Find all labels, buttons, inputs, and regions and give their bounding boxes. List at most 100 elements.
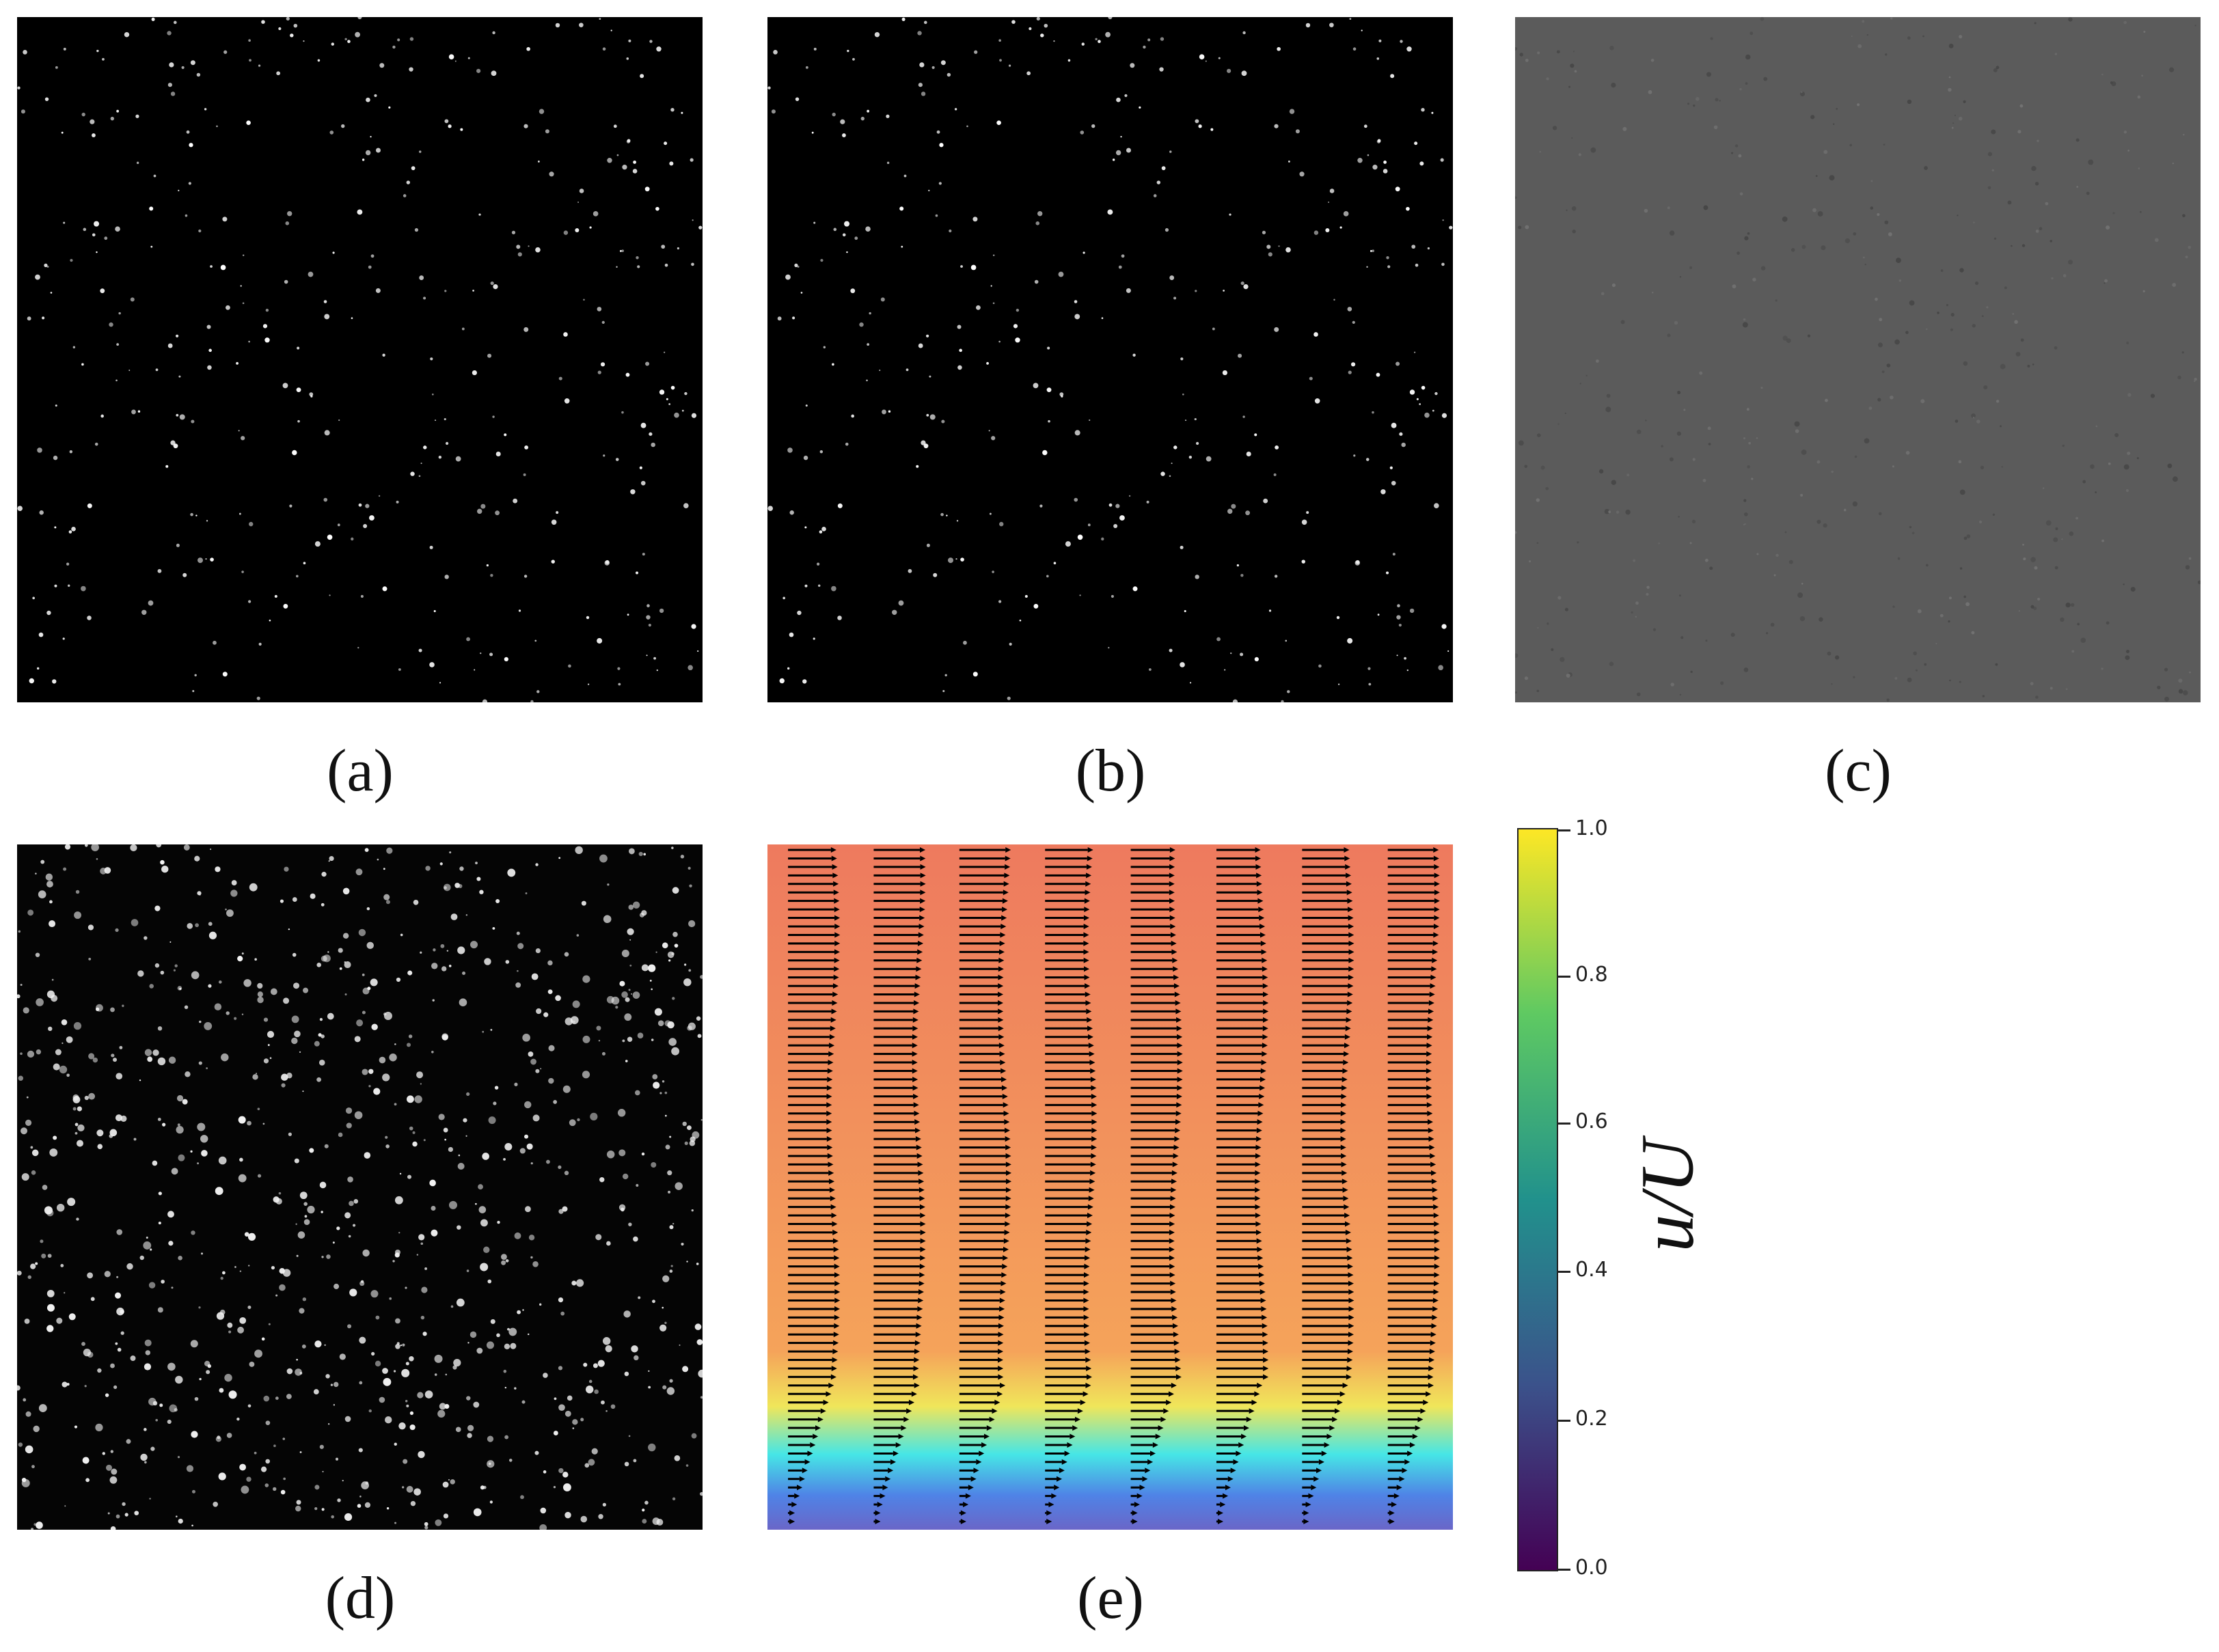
velocity-arrowhead [1171, 1170, 1177, 1176]
velocity-arrowhead [1086, 1365, 1092, 1372]
velocity-arrowhead [1174, 1349, 1180, 1355]
velocity-arrowhead [830, 1374, 836, 1380]
velocity-arrowhead [1084, 1340, 1090, 1346]
velocity-arrowhead [998, 1008, 1004, 1015]
velocity-arrowhead [998, 983, 1004, 989]
velocity-arrowhead [890, 1459, 897, 1465]
velocity-arrowhead [1174, 991, 1180, 997]
velocity-arrowhead [1326, 1433, 1333, 1440]
velocity-arrowhead [880, 1493, 886, 1499]
velocity-arrowhead [1158, 1425, 1164, 1431]
velocity-arrowhead [831, 1008, 837, 1015]
velocity-arrowhead [1341, 1093, 1347, 1099]
velocity-arrowhead [1258, 1263, 1264, 1269]
velocity-arrowhead [1169, 890, 1175, 896]
velocity-arrowhead [973, 1468, 979, 1474]
velocity-arrowhead [1169, 881, 1175, 887]
velocity-arrowhead [1175, 1127, 1181, 1133]
velocity-arrowhead [1348, 974, 1354, 980]
velocity-arrowhead [1005, 1213, 1011, 1219]
velocity-arrowhead [1176, 1093, 1182, 1099]
velocity-arrowhead [877, 1502, 883, 1508]
velocity-arrowhead [1426, 1085, 1432, 1091]
velocity-arrowhead [1173, 983, 1180, 989]
velocity-arrowhead [920, 855, 926, 862]
velocity-arrowhead [1173, 1340, 1180, 1346]
velocity-arrowhead [1429, 1349, 1435, 1355]
colorbar [1517, 828, 1558, 1571]
velocity-arrowhead [1083, 915, 1089, 921]
velocity-arrowhead [1262, 1349, 1268, 1355]
velocity-arrowhead [1255, 1187, 1261, 1193]
velocity-arrowhead [1262, 966, 1268, 972]
velocity-arrowhead [1171, 1297, 1177, 1304]
velocity-arrowhead [1426, 1043, 1432, 1049]
velocity-arrowhead [1089, 1179, 1095, 1185]
velocity-arrowhead [1238, 1442, 1244, 1448]
velocity-arrowhead [1433, 855, 1439, 862]
velocity-arrowhead [1003, 890, 1009, 896]
velocity-arrowhead [1084, 898, 1090, 904]
velocity-arrowhead [1006, 1170, 1012, 1176]
velocity-arrowhead [1348, 915, 1354, 921]
velocity-arrowhead [981, 1442, 988, 1448]
velocity-arrowhead [1000, 923, 1007, 930]
velocity-arrowhead [1389, 1510, 1395, 1516]
velocity-arrowhead [1220, 1502, 1226, 1508]
panel-b-particle-image [767, 17, 1453, 702]
velocity-arrowhead [1318, 1459, 1324, 1465]
velocity-arrowhead [1258, 1272, 1265, 1278]
velocity-arrowhead [912, 1068, 918, 1074]
velocity-arrowhead [1340, 1136, 1346, 1142]
velocity-arrowhead [1091, 1102, 1098, 1108]
velocity-arrowhead [898, 1433, 904, 1440]
velocity-arrowhead [834, 1297, 841, 1304]
velocity-arrowhead [830, 1025, 836, 1032]
velocity-arrowhead [1005, 864, 1011, 870]
velocity-arrowhead [920, 1238, 926, 1244]
velocity-arrowhead [1227, 1476, 1234, 1482]
velocity-arrowhead [1169, 855, 1175, 862]
velocity-arrowhead [834, 1255, 840, 1261]
panel-b-label: (b) [1075, 738, 1146, 804]
velocity-arrowhead [1257, 898, 1264, 904]
velocity-arrowhead [834, 898, 840, 904]
velocity-arrowhead [1407, 1450, 1413, 1457]
velocity-arrowhead [1005, 1153, 1011, 1159]
velocity-arrowhead [1083, 940, 1089, 946]
velocity-arrowhead [1260, 940, 1266, 946]
velocity-arrowhead [1170, 932, 1176, 938]
velocity-arrowhead [1171, 1382, 1177, 1388]
velocity-arrowhead [1434, 1238, 1440, 1244]
velocity-arrowhead [1346, 1017, 1352, 1023]
velocity-arrowhead [1432, 1196, 1439, 1202]
velocity-arrowhead [983, 1433, 990, 1440]
colorbar-tick [1558, 1123, 1570, 1125]
velocity-arrowhead [827, 1153, 833, 1159]
velocity-arrowhead [832, 1221, 838, 1227]
velocity-arrowhead [1402, 1468, 1408, 1474]
colorbar-tick-label: 0.2 [1575, 1407, 1608, 1431]
velocity-arrowhead [1169, 1221, 1175, 1227]
velocity-arrowhead [829, 1043, 835, 1049]
velocity-arrowhead [1251, 1399, 1257, 1405]
velocity-arrowhead [1169, 1246, 1175, 1252]
velocity-arrowhead [1246, 1416, 1252, 1422]
velocity-arrowhead [834, 1272, 841, 1278]
velocity-arrowhead [1086, 1008, 1092, 1015]
velocity-arrowhead [917, 949, 923, 955]
velocity-arrowhead [1256, 872, 1262, 879]
velocity-arrowhead [1257, 1246, 1263, 1252]
velocity-arrowhead [1001, 915, 1007, 921]
velocity-arrowhead [828, 1170, 834, 1176]
velocity-arrowhead [1064, 1450, 1070, 1457]
velocity-arrowhead [1169, 898, 1175, 904]
velocity-arrowhead [1256, 1127, 1262, 1133]
velocity-arrowhead [1346, 872, 1352, 879]
velocity-arrowhead [1077, 1408, 1083, 1414]
velocity-arrowhead [916, 1323, 922, 1329]
velocity-arrowhead [1434, 1263, 1440, 1269]
velocity-arrowhead [919, 1263, 925, 1269]
velocity-arrowhead [914, 1110, 920, 1116]
velocity-arrowhead [1169, 1263, 1175, 1269]
